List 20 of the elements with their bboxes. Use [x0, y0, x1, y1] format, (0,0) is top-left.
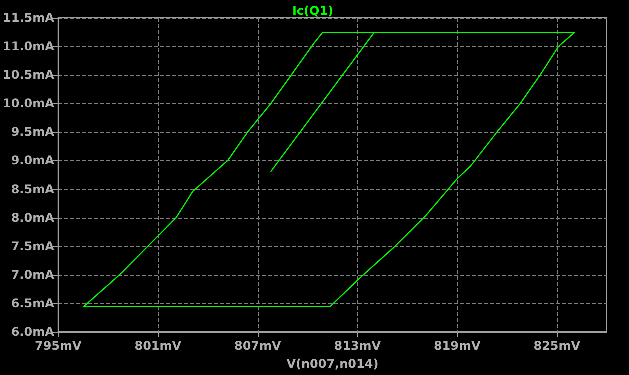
y-tick-label: 11.5mA: [2, 11, 56, 25]
x-tick-label: 813mV: [334, 339, 382, 353]
y-tick-label: 10.0mA: [2, 96, 56, 111]
y-tick-label: 10.5mA: [2, 68, 56, 82]
chart-title: Ic(Q1): [292, 4, 334, 18]
y-tick-label: 9.0mA: [11, 154, 56, 168]
x-tick-label: 819mV: [434, 339, 482, 353]
x-tick-label: 795mV: [34, 339, 83, 353]
x-tick-label: 807mV: [234, 339, 282, 353]
x-tick-label: 801mV: [134, 339, 182, 353]
y-tick-label: 8.0mA: [11, 210, 56, 225]
y-tick-label: 7.0mA: [11, 268, 56, 282]
y-tick-label: 6.5mA: [11, 296, 56, 310]
y-tick-label: 6.0mA: [11, 325, 56, 339]
x-tick-label: 825mV: [534, 339, 582, 353]
x-axis-title: V(n007,n014): [286, 357, 379, 371]
y-tick-label: 8.5mA: [11, 182, 56, 196]
y-tick-label: 7.5mA: [11, 239, 56, 254]
y-tick-label: 9.5mA: [11, 125, 56, 140]
y-tick-label: 11.0mA: [2, 40, 56, 54]
